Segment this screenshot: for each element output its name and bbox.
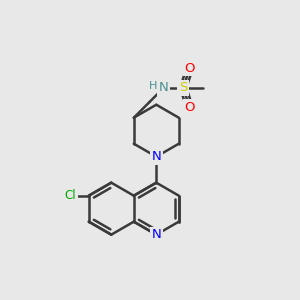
Text: N: N	[152, 228, 161, 241]
Text: O: O	[184, 62, 195, 75]
Text: Cl: Cl	[65, 189, 76, 202]
Text: O: O	[184, 101, 195, 114]
Text: H: H	[149, 80, 158, 91]
Text: N: N	[152, 150, 161, 163]
Text: S: S	[179, 81, 188, 94]
Text: N: N	[159, 81, 169, 94]
